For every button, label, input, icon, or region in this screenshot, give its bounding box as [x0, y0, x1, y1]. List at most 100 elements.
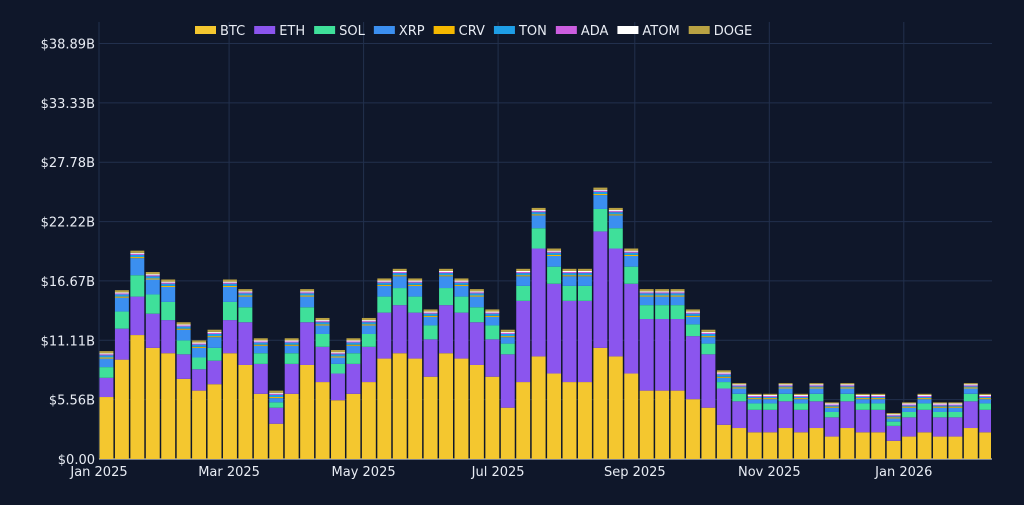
bar-segment-atom	[686, 311, 700, 313]
bar-segment-btc	[500, 407, 515, 459]
bar-segment-ada	[917, 395, 932, 398]
bar-segment-sol	[840, 393, 855, 402]
bar-segment-ada	[577, 272, 592, 274]
bar-segment-doge	[269, 390, 284, 393]
bar-segment-ada	[192, 343, 207, 345]
bar-segment-crv	[732, 387, 747, 389]
bar-segment-ada	[855, 395, 870, 398]
bar-segment-ada	[469, 292, 484, 294]
bar-segment-ada	[655, 292, 670, 294]
bar-segment-btc	[608, 356, 623, 459]
bar-segment-eth	[99, 377, 114, 398]
bar-segment-doge	[732, 383, 747, 385]
bar-segment-xrp	[809, 388, 824, 394]
bar-segment-ada	[824, 404, 839, 406]
bar-segment-atom	[253, 340, 268, 342]
bar-segment-xrp	[763, 399, 778, 404]
bar-segment-xrp	[716, 377, 731, 383]
bar-segment-ton	[979, 397, 991, 399]
bar-segment-crv	[145, 278, 160, 280]
legend-label-btc: BTC	[220, 24, 245, 39]
bar-segment-xrp	[917, 399, 932, 404]
bar-segment-sol	[732, 393, 747, 402]
bar-segment-crv	[562, 275, 577, 277]
bar-segment-ton	[716, 374, 731, 377]
x-tick-label: May 2025	[332, 465, 396, 480]
bar-segment-ada	[840, 385, 855, 387]
bar-segment-ton	[531, 212, 546, 215]
bar-segment-xrp	[377, 285, 392, 297]
bar-segment-btc	[686, 399, 700, 459]
bar-segment-xrp	[99, 358, 114, 368]
bar-segment-xrp	[161, 286, 176, 302]
bar-segment-xrp	[408, 285, 423, 297]
bar-segment-eth	[315, 346, 330, 383]
bar-segment-crv	[192, 346, 207, 348]
bar-segment-xrp	[624, 255, 639, 267]
bar-segment-btc	[253, 393, 268, 459]
bar-segment-ada	[361, 321, 376, 323]
bar-segment-crv	[439, 275, 453, 277]
bar-segment-ton	[408, 282, 423, 285]
bar-segment-btc	[346, 393, 361, 459]
bar-segment-atom	[99, 353, 114, 355]
bar-segment-ada	[763, 395, 778, 398]
bar-segment-ada	[747, 395, 762, 398]
bar-segment-doge	[747, 393, 762, 395]
bar-segment-xrp	[130, 258, 145, 276]
bar-segment-ada	[716, 373, 731, 375]
legend-swatch-atom	[617, 26, 639, 34]
bar-segment-crv	[917, 398, 932, 400]
bar-segment-eth	[423, 339, 438, 377]
bar-segment-sol	[747, 403, 762, 410]
bar-segment-ton	[500, 333, 515, 337]
bar-segment-crv	[207, 336, 222, 338]
bar-segment-atom	[207, 331, 222, 333]
bar-segment-doge	[408, 278, 423, 281]
bar-segment-xrp	[176, 329, 191, 341]
bar-segment-sol	[624, 266, 639, 284]
y-tick-label: $27.78B	[41, 156, 95, 171]
bar-segment-crv	[778, 387, 793, 389]
bar-segment-doge	[161, 279, 176, 282]
legend-label-doge: DOGE	[714, 24, 753, 39]
bar-segment-xrp	[871, 399, 886, 404]
bar-segment-xrp	[269, 398, 284, 403]
bar-segment-crv	[408, 284, 423, 286]
bar-segment-sol	[377, 296, 392, 313]
bar-segment-doge	[917, 393, 932, 395]
bar-segment-ada	[624, 251, 639, 253]
bar-segment-atom	[269, 392, 284, 394]
bar-segment-atom	[732, 384, 747, 386]
bar-segment-doge	[300, 289, 315, 292]
bar-segment-ada	[423, 312, 438, 314]
bar-segment-doge	[192, 340, 207, 343]
bar-segment-sol	[824, 411, 839, 418]
bar-segment-atom	[315, 320, 330, 322]
bar-segment-ton	[161, 283, 176, 286]
bar-segment-eth	[902, 417, 917, 437]
bar-segment-eth	[732, 401, 747, 429]
bar-segment-atom	[670, 291, 685, 293]
bar-segment-btc	[886, 440, 901, 459]
bar-segment-eth	[886, 425, 901, 441]
bar-segment-atom	[114, 292, 129, 294]
bar-segment-eth	[269, 407, 284, 424]
bar-segment-sol	[871, 403, 886, 410]
x-tick-label: Jul 2025	[471, 465, 525, 480]
bar-segment-atom	[655, 291, 670, 293]
bar-segment-atom	[331, 352, 345, 354]
y-tick-label: $0.00	[58, 453, 95, 468]
bar-segment-atom	[408, 280, 423, 282]
bar-segment-sol	[284, 353, 299, 364]
bar-segment-doge	[469, 289, 484, 292]
bar-segment-eth	[917, 409, 932, 433]
bar-segment-ton	[809, 386, 824, 388]
bar-segment-sol	[161, 301, 176, 321]
bar-segment-sol	[794, 403, 808, 410]
bar-segment-xrp	[686, 316, 700, 325]
bar-segment-ton	[917, 397, 932, 399]
bar-segment-btc	[439, 353, 453, 459]
bar-segment-sol	[716, 382, 731, 389]
bar-segment-btc	[423, 376, 438, 459]
